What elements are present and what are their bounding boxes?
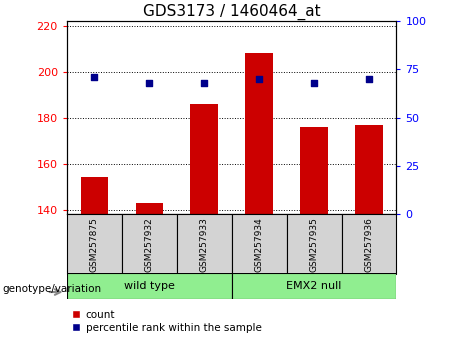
Bar [81, 177, 108, 214]
Point [91, 74, 98, 80]
Title: GDS3173 / 1460464_at: GDS3173 / 1460464_at [143, 4, 320, 20]
Text: GSM257933: GSM257933 [200, 217, 209, 272]
Point [201, 80, 208, 86]
Bar [190, 104, 218, 214]
Text: genotype/variation: genotype/variation [2, 284, 101, 293]
Text: wild type: wild type [124, 281, 175, 291]
Point [255, 76, 263, 82]
Text: GSM257932: GSM257932 [145, 217, 154, 272]
Bar [231, 273, 396, 299]
Text: GSM257936: GSM257936 [365, 217, 373, 272]
Bar [136, 203, 163, 214]
Bar [245, 53, 273, 214]
Bar [67, 273, 231, 299]
Bar [67, 214, 122, 274]
Bar [177, 214, 231, 274]
Bar [231, 214, 287, 274]
Point [365, 76, 372, 82]
Bar [300, 127, 328, 214]
Text: GSM257875: GSM257875 [90, 217, 99, 272]
Text: GSM257934: GSM257934 [254, 217, 264, 272]
Point [310, 80, 318, 86]
Bar [122, 214, 177, 274]
Point [146, 80, 153, 86]
Bar [355, 125, 383, 214]
Legend: count, percentile rank within the sample: count, percentile rank within the sample [72, 310, 261, 333]
Bar [287, 214, 342, 274]
Text: GSM257935: GSM257935 [309, 217, 319, 272]
Bar [342, 214, 396, 274]
Text: EMX2 null: EMX2 null [286, 281, 342, 291]
